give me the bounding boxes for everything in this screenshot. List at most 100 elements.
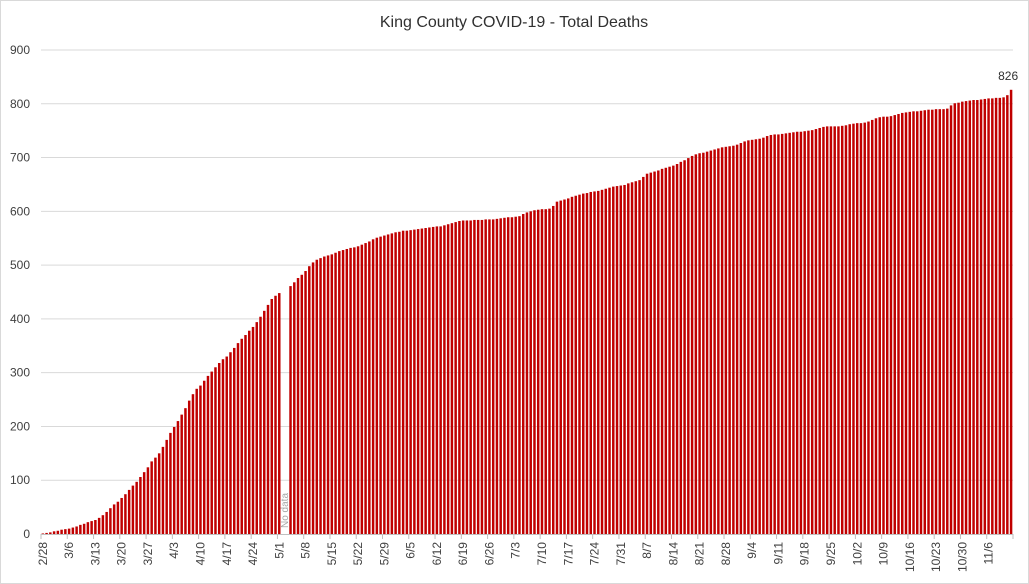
bar <box>300 274 304 534</box>
bar <box>615 186 619 534</box>
bar <box>356 246 360 535</box>
x-tick-label: 7/17 <box>561 542 575 566</box>
bar <box>747 140 750 534</box>
bar <box>679 161 683 534</box>
x-tick-label: 6/19 <box>456 542 470 566</box>
bar <box>743 141 746 534</box>
bar <box>360 244 364 535</box>
bar <box>293 282 296 534</box>
bar <box>461 220 465 534</box>
bar <box>994 97 998 535</box>
bar <box>548 208 551 534</box>
bar <box>578 194 581 534</box>
bar <box>217 362 221 534</box>
bar <box>717 148 720 534</box>
bar <box>972 100 975 534</box>
bar <box>251 326 255 534</box>
bar <box>735 144 739 534</box>
x-tick-label: 10/9 <box>877 542 891 566</box>
bar <box>124 494 127 534</box>
bar <box>94 520 97 534</box>
y-tick-label: 900 <box>10 43 30 57</box>
bar <box>919 110 923 534</box>
bar <box>79 524 82 534</box>
bar <box>878 117 881 534</box>
bar <box>964 101 968 534</box>
bar <box>780 133 784 535</box>
x-tick-label: 10/23 <box>929 542 943 572</box>
x-tick-label: 5/22 <box>351 542 365 566</box>
bar <box>375 237 379 534</box>
bar <box>521 214 525 534</box>
bar <box>923 110 927 534</box>
bar <box>810 130 814 534</box>
x-tick-label: 9/11 <box>771 542 785 565</box>
bar <box>597 190 600 535</box>
bar <box>413 229 416 534</box>
bar <box>131 485 135 534</box>
x-tick-label: 4/10 <box>193 542 207 566</box>
bar <box>953 103 957 535</box>
bar <box>248 330 251 534</box>
bar <box>886 116 889 534</box>
bar <box>657 170 660 534</box>
bar <box>409 230 412 534</box>
bar <box>345 248 349 534</box>
bar <box>822 126 825 534</box>
bar <box>709 150 713 534</box>
bar <box>514 216 517 534</box>
bar <box>142 472 146 534</box>
bar <box>45 532 48 534</box>
bar <box>499 218 502 534</box>
bar <box>544 209 547 534</box>
bar <box>229 352 232 534</box>
annotations: No data 826 <box>280 69 1018 528</box>
bar <box>473 219 476 534</box>
bar <box>334 252 337 534</box>
bar <box>180 414 183 534</box>
bar <box>383 235 386 535</box>
bar <box>848 124 851 535</box>
x-tick-label: 3/6 <box>62 542 76 559</box>
bar <box>105 511 108 534</box>
bar <box>683 160 686 534</box>
bar <box>304 271 307 534</box>
bar <box>311 262 315 534</box>
bar <box>278 293 281 534</box>
bar <box>991 98 994 535</box>
x-tick-label: 7/24 <box>588 542 602 566</box>
bar <box>510 217 514 534</box>
bar <box>630 182 634 534</box>
bar <box>349 247 352 534</box>
x-tick-label: 6/26 <box>482 542 496 566</box>
bar <box>480 219 484 534</box>
bar <box>52 531 56 534</box>
bar <box>199 385 202 534</box>
bar <box>927 109 930 535</box>
bar <box>210 371 213 534</box>
bar <box>931 109 934 535</box>
bar <box>428 227 431 534</box>
x-tick-label: 5/29 <box>377 542 391 566</box>
bar <box>750 139 754 534</box>
x-tick-label: 5/1 <box>272 542 286 559</box>
bar <box>852 123 855 535</box>
bar <box>563 199 566 534</box>
bar <box>266 304 270 534</box>
bar <box>979 99 983 534</box>
chart-title: King County COVID-19 - Total Deaths <box>380 14 648 31</box>
bar <box>769 134 773 535</box>
bar <box>172 426 176 534</box>
bar <box>270 298 274 534</box>
y-tick-label: 0 <box>23 527 30 541</box>
bar <box>127 489 131 534</box>
bar <box>901 112 904 535</box>
y-tick-label: 200 <box>10 419 30 433</box>
bar <box>664 167 668 535</box>
bar <box>870 119 874 535</box>
bar <box>957 102 960 535</box>
bar <box>195 388 198 534</box>
bar <box>949 105 953 534</box>
bar <box>56 530 60 534</box>
bar <box>882 116 885 534</box>
